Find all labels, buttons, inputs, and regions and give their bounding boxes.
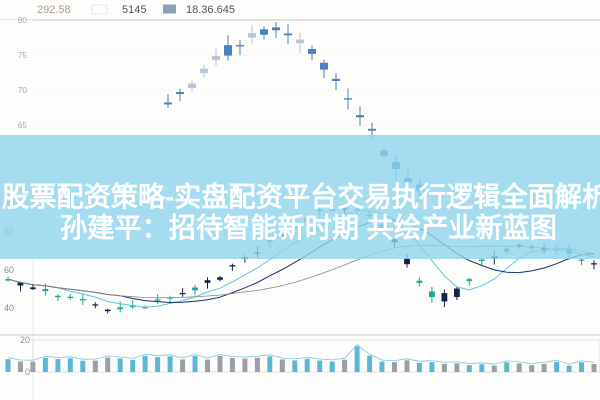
- svg-text:5145: 5145: [122, 4, 146, 16]
- svg-text:20: 20: [20, 335, 30, 345]
- svg-text:18.36.645: 18.36.645: [186, 4, 235, 16]
- svg-text:65: 65: [18, 120, 28, 130]
- svg-text:80: 80: [18, 15, 28, 25]
- svg-text:0: 0: [25, 367, 30, 377]
- svg-text:70: 70: [18, 85, 28, 95]
- svg-text:40: 40: [4, 303, 14, 313]
- svg-text:292.58: 292.58: [37, 4, 71, 16]
- svg-text:75: 75: [18, 50, 28, 60]
- svg-text:60: 60: [4, 265, 14, 275]
